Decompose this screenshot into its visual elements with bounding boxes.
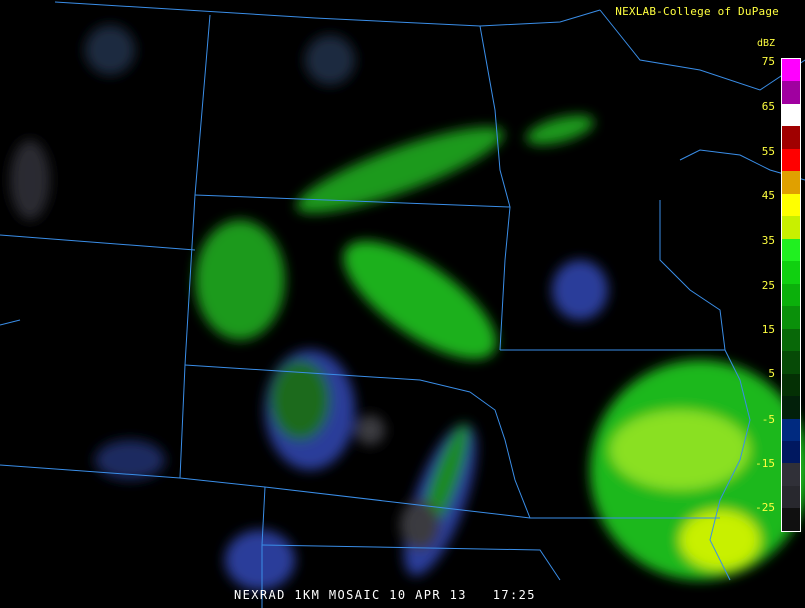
mt-wy-border	[0, 234, 196, 251]
color-scale-bin	[782, 306, 800, 329]
color-scale-bin	[782, 328, 800, 352]
legend-unit: dBZ	[757, 38, 776, 49]
color-scale-bin	[782, 81, 800, 104]
ks-ok-border	[261, 544, 561, 581]
echo-area	[610, 410, 750, 490]
color-scale-bin	[782, 238, 800, 262]
lake-superior-shore	[599, 9, 805, 91]
color-scale-bin	[782, 216, 800, 239]
legend-tick: 5	[768, 367, 775, 380]
red-river-mn-border	[479, 25, 511, 351]
echo-area	[355, 415, 385, 445]
color-scale-bin	[782, 508, 800, 531]
radar-echoes	[10, 25, 805, 590]
echo-area	[400, 500, 440, 550]
color-scale-bin	[782, 440, 800, 464]
legend-tick: 35	[761, 234, 775, 247]
color-scale-bin	[782, 373, 800, 397]
echo-area	[296, 127, 504, 213]
color-scale-bin	[782, 171, 800, 194]
color-scale-bin	[782, 418, 800, 441]
echo-area	[10, 140, 50, 220]
color-scale-bin	[782, 126, 800, 149]
color-scale-bin	[782, 103, 800, 127]
wy-east-border	[179, 194, 196, 479]
echo-area	[270, 360, 330, 440]
boundary-line	[0, 319, 21, 326]
legend-tick: -5	[761, 413, 775, 426]
legend-tick: 25	[761, 279, 775, 292]
ne-panhandle	[261, 486, 266, 546]
color-scale-bin	[782, 485, 800, 509]
color-scale-bin	[782, 261, 800, 284]
color-scale-bin	[782, 351, 800, 374]
legend-tick: -15	[755, 457, 775, 470]
legend-tick: 75	[761, 55, 775, 68]
legend-tick: 55	[761, 145, 775, 158]
echo-area	[552, 260, 608, 320]
echo-area	[680, 510, 760, 570]
color-scale-bin	[782, 59, 800, 82]
echo-area	[225, 530, 295, 590]
echo-area	[305, 35, 355, 85]
wy-co-border	[0, 464, 266, 488]
legend-tick: -25	[755, 501, 775, 514]
ne-ks-border	[264, 486, 720, 519]
legend-tick: 15	[761, 323, 775, 336]
echo-area	[526, 115, 594, 145]
boundary-line	[659, 200, 726, 351]
legend-tick: 65	[761, 100, 775, 113]
product-caption: NEXRAD 1KM MOSAIC 10 APR 13 17:25	[234, 588, 536, 602]
sd-ne-border	[184, 364, 471, 393]
color-scale-bin	[782, 283, 800, 307]
echo-area	[85, 25, 135, 75]
color-scale-bin	[782, 148, 800, 172]
credit-label: NEXLAB-College of DuPage	[615, 5, 779, 18]
dbz-color-scale	[781, 58, 801, 532]
missouri-river	[469, 391, 531, 519]
montana-nd-border	[194, 14, 211, 196]
echo-area	[343, 240, 497, 360]
mississippi-river	[709, 349, 751, 581]
color-scale-bin	[782, 193, 800, 217]
nd-sd-border	[194, 194, 511, 208]
echo-area	[95, 440, 165, 480]
legend-tick: 45	[761, 189, 775, 202]
color-scale-bin	[782, 396, 800, 419]
canada-border	[54, 1, 601, 27]
echo-area	[195, 220, 285, 340]
color-scale-bin	[782, 463, 800, 486]
